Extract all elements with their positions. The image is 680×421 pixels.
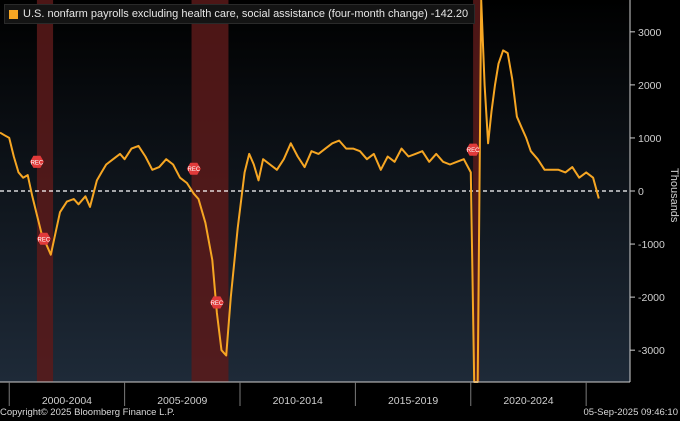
x-tick-label: 2020-2024 xyxy=(503,395,553,407)
rec-marker: REC xyxy=(186,162,201,175)
legend-swatch xyxy=(9,9,18,19)
footer-copyright: Copyright© 2025 Bloomberg Finance L.P. xyxy=(0,407,175,418)
y-tick-label: -2000 xyxy=(638,292,665,304)
y-tick-label: -1000 xyxy=(638,239,665,251)
y-ticks: 3000 2000 1000 0 -1000 -2000 -3000 xyxy=(630,27,665,357)
rec-marker-label: REC xyxy=(188,167,201,173)
rec-marker: REC xyxy=(36,232,51,245)
rec-marker-shape xyxy=(36,232,51,245)
payrolls-series-line xyxy=(0,0,600,383)
x-tick-label: 2005-2009 xyxy=(157,395,207,407)
y-tick-label: -3000 xyxy=(638,345,665,357)
rec-marker: REC xyxy=(29,155,44,168)
rec-marker-shape xyxy=(186,162,201,175)
rec-marker-label: REC xyxy=(211,301,224,307)
y-tick-label: 2000 xyxy=(638,80,662,92)
rec-marker-label: REC xyxy=(31,160,44,166)
x-ticks: 2000-2004 2005-2009 2010-2014 2015-2019 2020… xyxy=(8,382,587,407)
rec-markers: REC REC REC REC REC xyxy=(29,143,481,309)
footer-timestamp: 05-Sep-2025 09:46:10 xyxy=(583,407,678,418)
rec-marker-label: REC xyxy=(467,148,480,154)
rec-marker-shape xyxy=(209,296,224,309)
rec-marker: REC xyxy=(466,143,481,156)
y-axis-label: Thousands xyxy=(668,167,680,223)
rec-marker: REC xyxy=(209,296,224,309)
x-tick-label: 2010-2014 xyxy=(273,395,323,407)
rec-marker-shape xyxy=(466,143,481,156)
rec-marker-shape xyxy=(29,155,44,168)
y-tick-label: 1000 xyxy=(638,133,662,145)
x-tick-label: 2000-2004 xyxy=(42,395,92,407)
y-tick-label: 0 xyxy=(638,186,644,198)
legend: U.S. nonfarm payrolls excluding health c… xyxy=(4,4,476,24)
legend-text: U.S. nonfarm payrolls excluding health c… xyxy=(23,8,469,20)
x-tick-label: 2015-2019 xyxy=(388,395,438,407)
y-tick-label: 3000 xyxy=(638,27,662,39)
rec-marker-label: REC xyxy=(38,237,51,243)
